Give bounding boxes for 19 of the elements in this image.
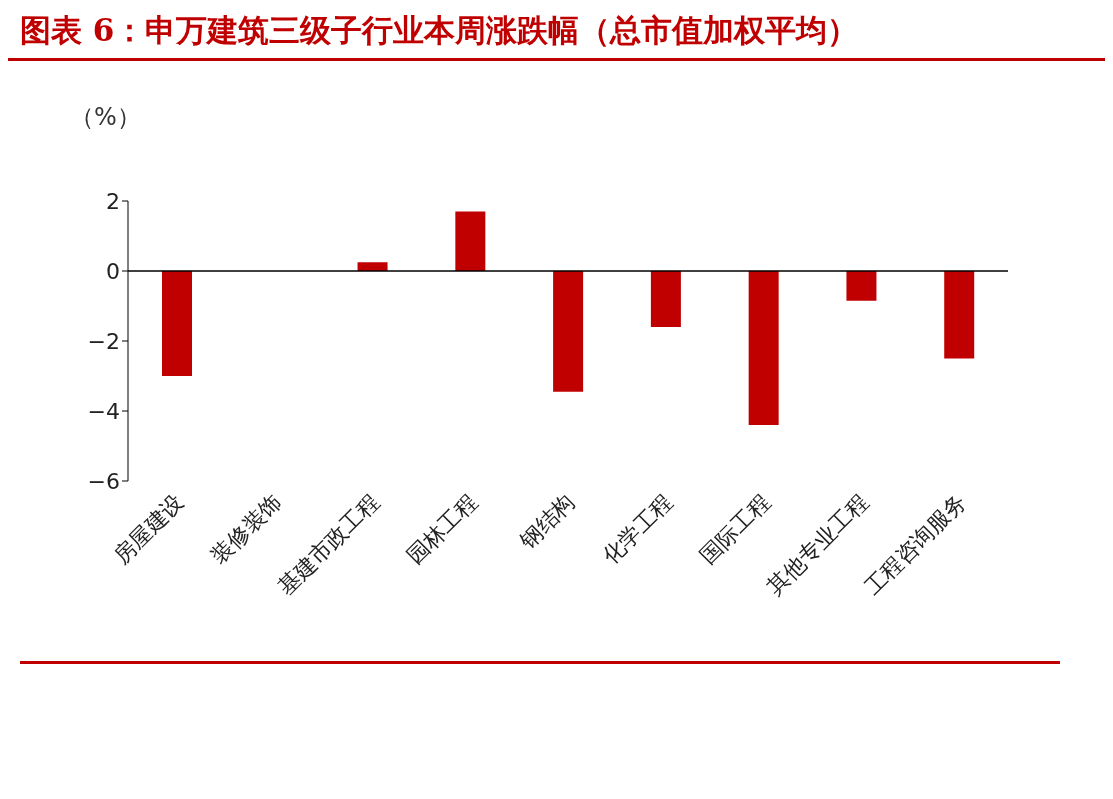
bar — [553, 271, 584, 392]
x-tick-label: 化学工程 — [597, 488, 678, 569]
x-tick-label: 装修装饰 — [206, 488, 287, 569]
bar — [357, 262, 388, 271]
y-axis-title: （%） — [70, 102, 141, 133]
bar — [944, 271, 975, 359]
y-tick-label: 0 — [106, 258, 120, 284]
bar — [846, 271, 877, 301]
x-tick-label: 国际工程 — [695, 488, 776, 569]
chart-title: 图表 6：申万建筑三级子行业本周涨跌幅（总市值加权平均） — [8, 8, 1105, 61]
y-tick-label: −4 — [87, 398, 120, 424]
y-tick-label: −2 — [87, 328, 120, 354]
y-tick-label: 2 — [106, 188, 120, 214]
bar — [650, 271, 681, 327]
x-tick-label: 园林工程 — [401, 488, 482, 569]
bar — [455, 211, 486, 271]
bar — [162, 271, 192, 376]
bar — [748, 271, 779, 425]
x-tick-label: 钢结构 — [514, 488, 580, 554]
